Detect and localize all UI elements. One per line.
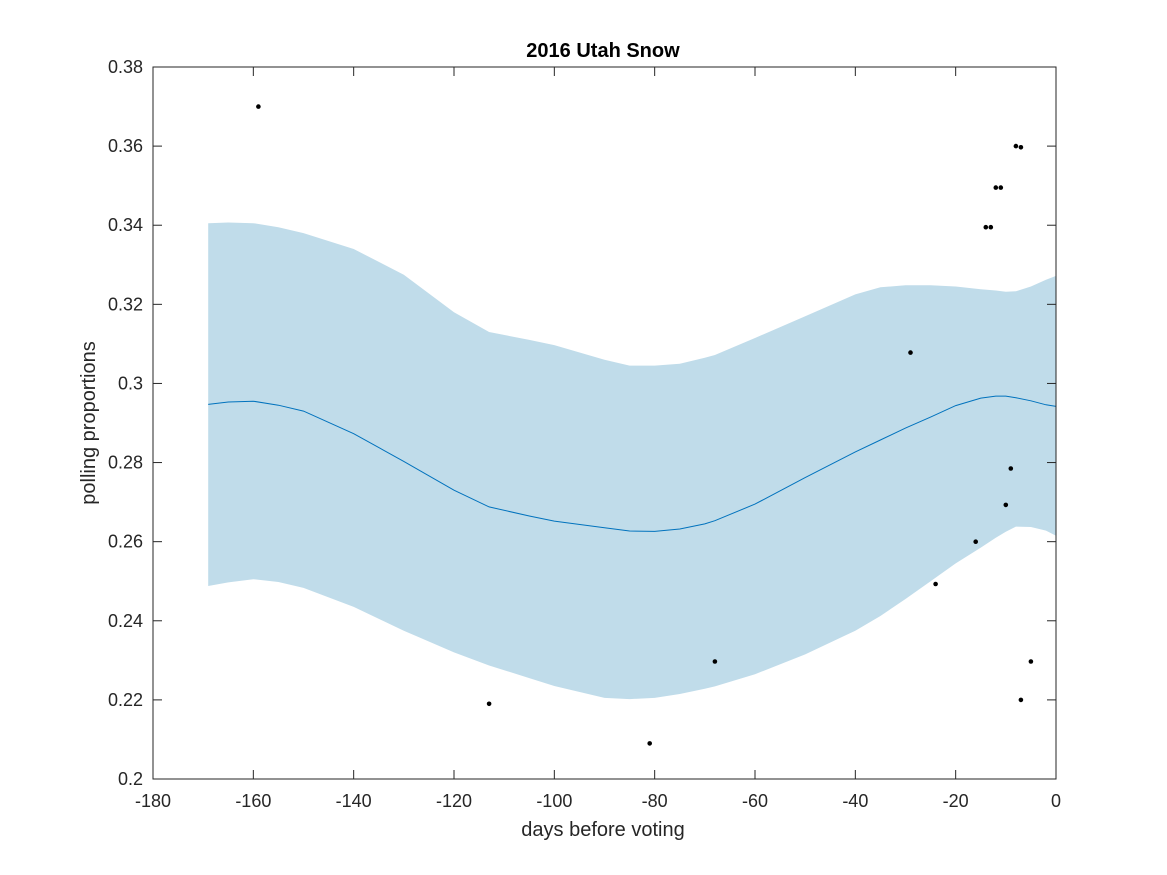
- poll-point: [993, 185, 999, 190]
- y-axis-label: polling proportions: [78, 341, 100, 504]
- poll-point: [647, 741, 652, 746]
- y-tick-label: 0.36: [108, 136, 143, 156]
- y-tick-label: 0.24: [108, 611, 143, 631]
- mean-line: [208, 395, 1057, 532]
- poll-point: [1018, 145, 1024, 150]
- poll-point: [486, 701, 492, 707]
- x-tick-label: -40: [842, 791, 868, 811]
- poll-point: [1018, 697, 1024, 703]
- y-tick-label: 0.28: [108, 453, 143, 473]
- x-tick-label: -120: [436, 791, 472, 811]
- x-tick-label: 0: [1051, 791, 1061, 811]
- confidence-band: [208, 222, 1056, 700]
- x-tick-label: -100: [536, 791, 572, 811]
- y-tick-label: 0.38: [108, 57, 143, 77]
- x-tick-label: -80: [642, 791, 668, 811]
- poll-point: [973, 539, 978, 544]
- x-tick-label: -140: [336, 791, 372, 811]
- poll-point: [256, 104, 261, 109]
- poll-point: [1013, 143, 1019, 149]
- x-tick-label: -160: [235, 791, 271, 811]
- poll-point: [712, 659, 718, 664]
- poll-point: [1028, 659, 1034, 664]
- poll-point: [1008, 466, 1014, 471]
- y-tick-label: 0.34: [108, 215, 143, 235]
- x-axis-label: days before voting: [521, 819, 684, 841]
- x-tick-label: -180: [135, 791, 171, 811]
- poll-point: [933, 581, 938, 587]
- poll-point: [998, 185, 1004, 190]
- plot-area-frame: [152, 66, 1057, 780]
- poll-point: [908, 350, 913, 355]
- y-tick-label: 0.3: [118, 373, 143, 393]
- poll-point: [988, 224, 994, 230]
- chart-title: 2016 Utah Snow: [526, 40, 680, 62]
- y-tick-label: 0.32: [108, 294, 143, 314]
- x-tick-label: -60: [742, 791, 768, 811]
- y-tick-label: 0.26: [108, 532, 143, 552]
- poll-point: [983, 224, 989, 230]
- x-tick-label: -20: [943, 791, 969, 811]
- y-tick-label: 0.2: [118, 769, 143, 789]
- y-tick-label: 0.22: [108, 690, 143, 710]
- poll-point: [1003, 502, 1009, 508]
